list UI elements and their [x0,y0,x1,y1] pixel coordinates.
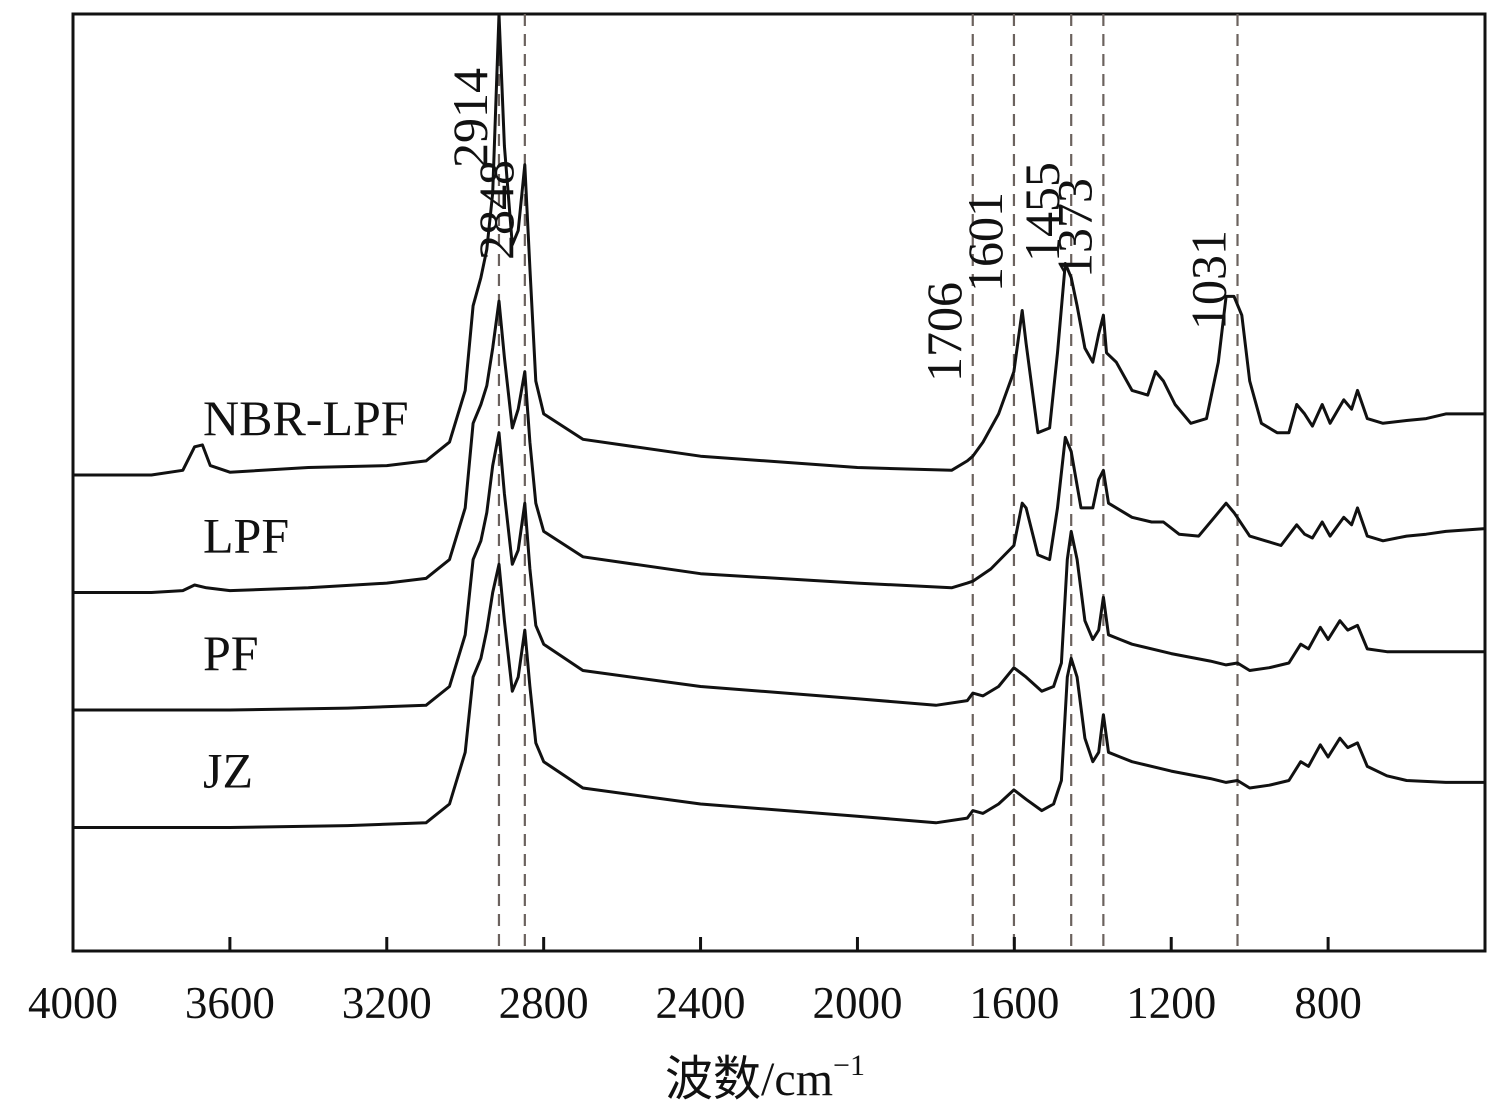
x-tick-label-4000: 4000 [28,978,118,1028]
x-tick-label-2400: 2400 [656,978,746,1028]
peak-label-2914: 2914 [442,68,498,168]
x-axis-tick-labels: 4000 3600 3200 2800 2400 2000 1600 1200 800 [28,978,1362,1028]
peak-label-1455: 1455 [1014,162,1070,262]
series-label-jz: JZ [203,743,253,799]
peak-label-1706: 1706 [916,282,972,382]
series-label-nbr-lpf: NBR-LPF [203,390,409,446]
spectrum-line-jz [73,562,1485,829]
x-tick-label-2000: 2000 [812,978,902,1028]
spectrum-line-lpf [73,299,1486,594]
x-axis-title-text: 波数/cm [665,1053,833,1106]
x-tick-label-1600: 1600 [969,978,1059,1028]
plot-frame [71,12,1487,953]
x-axis-title-superscript: −1 [833,1049,865,1082]
x-tick-label-3600: 3600 [185,978,275,1028]
series-label-lpf: LPF [203,508,289,564]
x-tick-label-3200: 3200 [342,978,432,1028]
series-labels: NBR-LPF LPF PF JZ [203,390,409,799]
reference-lines [497,14,1239,951]
peak-label-1601: 1601 [957,192,1013,292]
spectra-lines [73,12,1486,829]
x-tick-label-800: 800 [1294,978,1362,1028]
peak-label-2848: 2848 [468,160,524,260]
spectrum-line-pf [73,431,1485,712]
spectrum-line-nbr-lpf [73,12,1485,477]
x-tick-label-2800: 2800 [499,978,589,1028]
x-axis-ticks [71,937,1330,951]
x-axis-title: 波数/cm−1 [665,1049,865,1106]
peak-label-1031: 1031 [1181,230,1237,330]
x-tick-label-1200: 1200 [1126,978,1216,1028]
peak-label-1373: 1373 [1046,178,1102,278]
series-label-pf: PF [203,625,259,681]
